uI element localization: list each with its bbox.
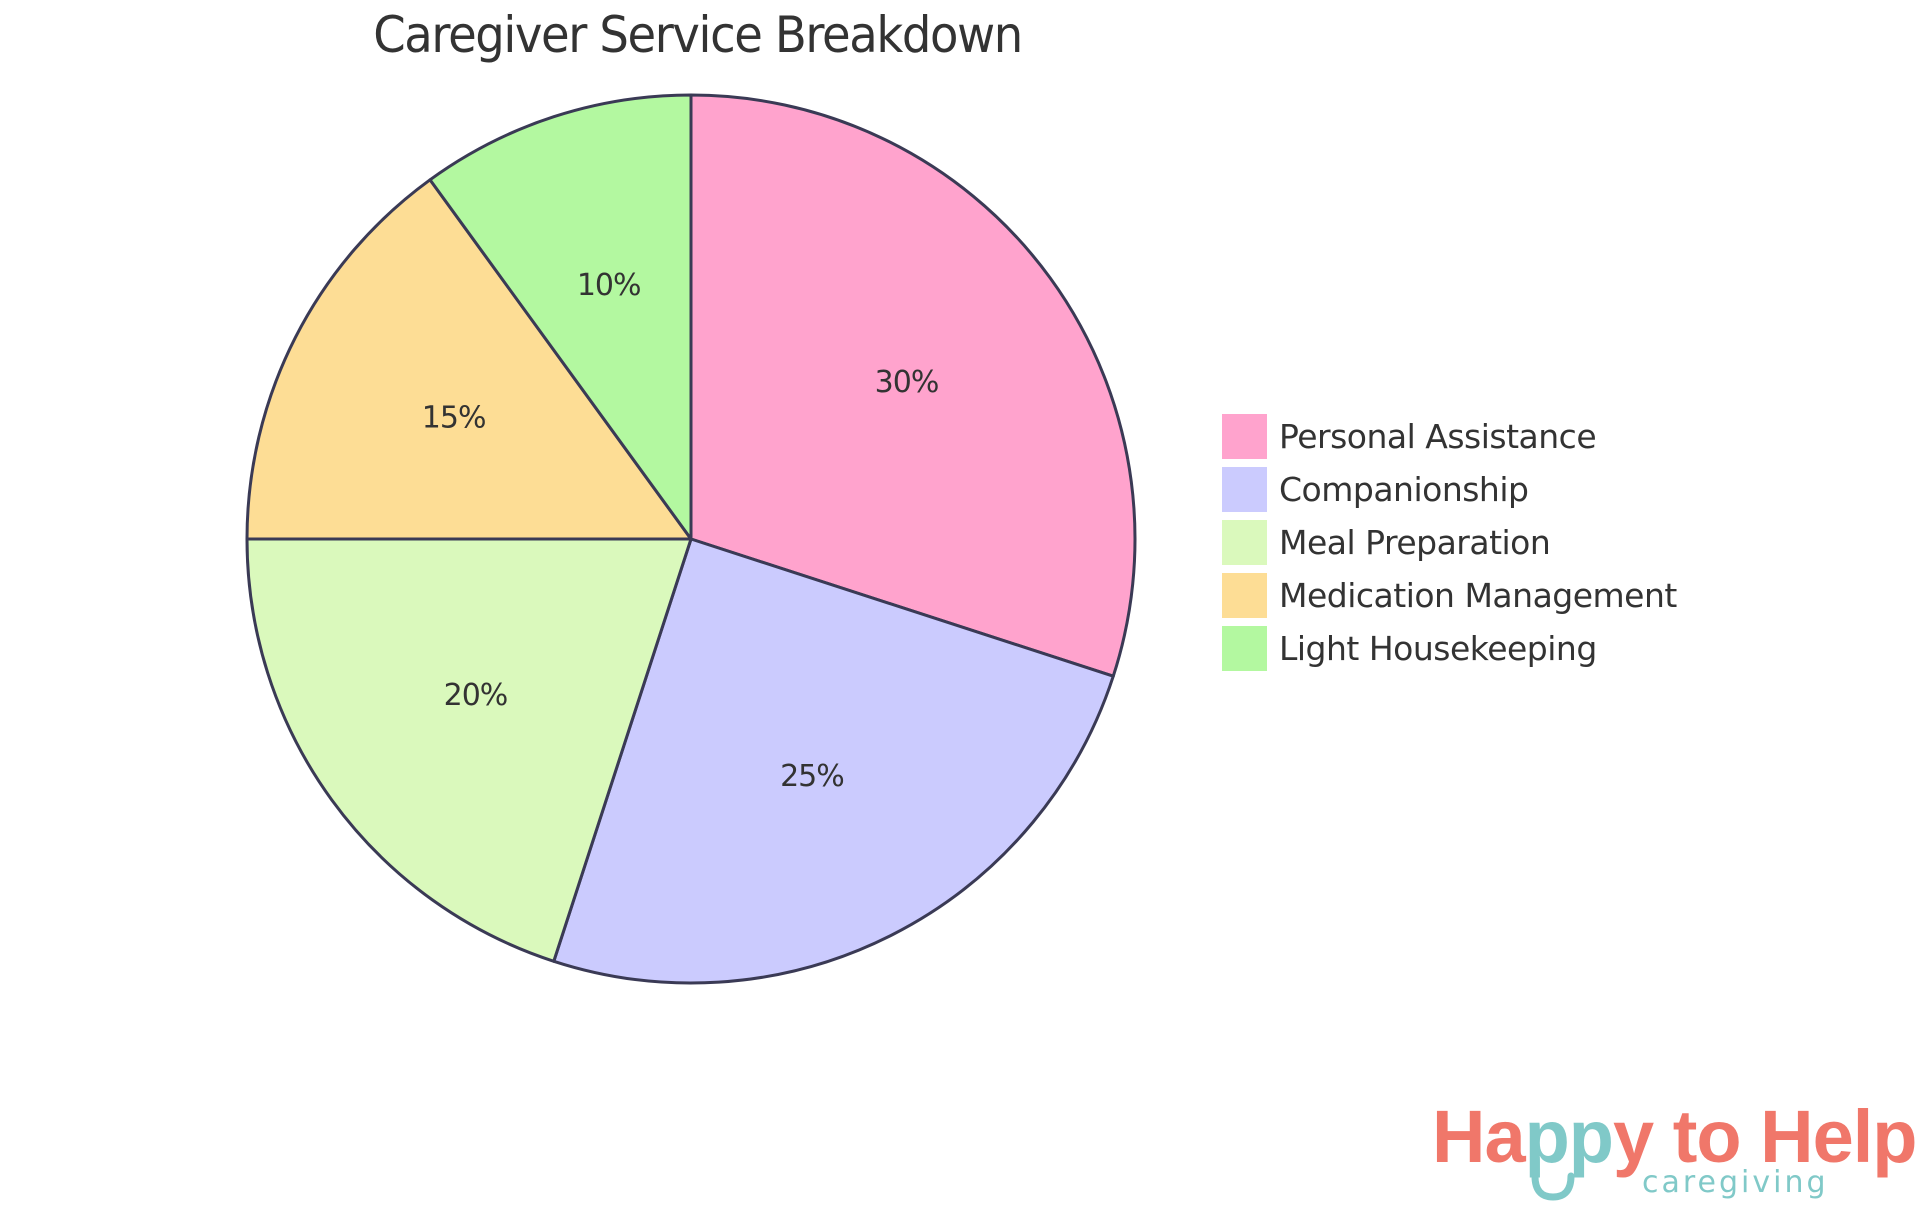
- logo-text-pp: pp: [1524, 1095, 1614, 1178]
- legend-swatch: [1222, 626, 1267, 671]
- pie-slice-light-housekeeping[interactable]: [428, 93, 693, 541]
- happy-to-help-logo: Happy to Help caregiving: [1432, 1100, 1918, 1210]
- pie-slice-medication-management[interactable]: [245, 178, 693, 541]
- legend-item-personal-assistance[interactable]: Personal Assistance: [1222, 410, 1677, 463]
- logo-wordmark: Happy to Help: [1432, 1100, 1918, 1174]
- pie-slice-personal-assistance[interactable]: [689, 93, 1137, 678]
- logo-text-ha: Ha: [1432, 1095, 1526, 1178]
- legend-label: Companionship: [1279, 470, 1529, 509]
- legend-label: Medication Management: [1279, 576, 1677, 615]
- slice-percent-label: 25%: [780, 759, 844, 794]
- legend-item-medication-management[interactable]: Medication Management: [1222, 569, 1677, 622]
- slice-percent-label: 30%: [875, 365, 939, 400]
- legend-label: Personal Assistance: [1279, 417, 1597, 456]
- chart-title: Caregiver Service Breakdown: [373, 6, 1023, 64]
- legend-label: Light Housekeeping: [1279, 629, 1597, 668]
- smile-icon: [1531, 1172, 1575, 1201]
- logo-subtitle: caregiving: [1642, 1165, 1829, 1200]
- pie-slice-labels: 30% 25% 20% 15% 10%: [422, 268, 940, 794]
- legend-swatch: [1222, 573, 1267, 618]
- legend-swatch: [1222, 414, 1267, 459]
- slice-percent-label: 10%: [577, 268, 641, 303]
- logo-text-y-to-help: y to Help: [1613, 1095, 1917, 1178]
- legend-item-meal-preparation[interactable]: Meal Preparation: [1222, 516, 1677, 569]
- legend: Personal Assistance Companionship Meal P…: [1222, 410, 1677, 675]
- pie-slices: [245, 93, 1137, 985]
- slice-percent-label: 15%: [422, 401, 486, 436]
- slice-percent-label: 20%: [444, 678, 508, 713]
- pie-slice-companionship[interactable]: [552, 537, 1115, 985]
- legend-label: Meal Preparation: [1279, 523, 1551, 562]
- legend-item-companionship[interactable]: Companionship: [1222, 463, 1677, 516]
- pie-slice-meal-preparation[interactable]: [245, 537, 693, 963]
- legend-item-light-housekeeping[interactable]: Light Housekeeping: [1222, 622, 1677, 675]
- legend-swatch: [1222, 467, 1267, 512]
- legend-swatch: [1222, 520, 1267, 565]
